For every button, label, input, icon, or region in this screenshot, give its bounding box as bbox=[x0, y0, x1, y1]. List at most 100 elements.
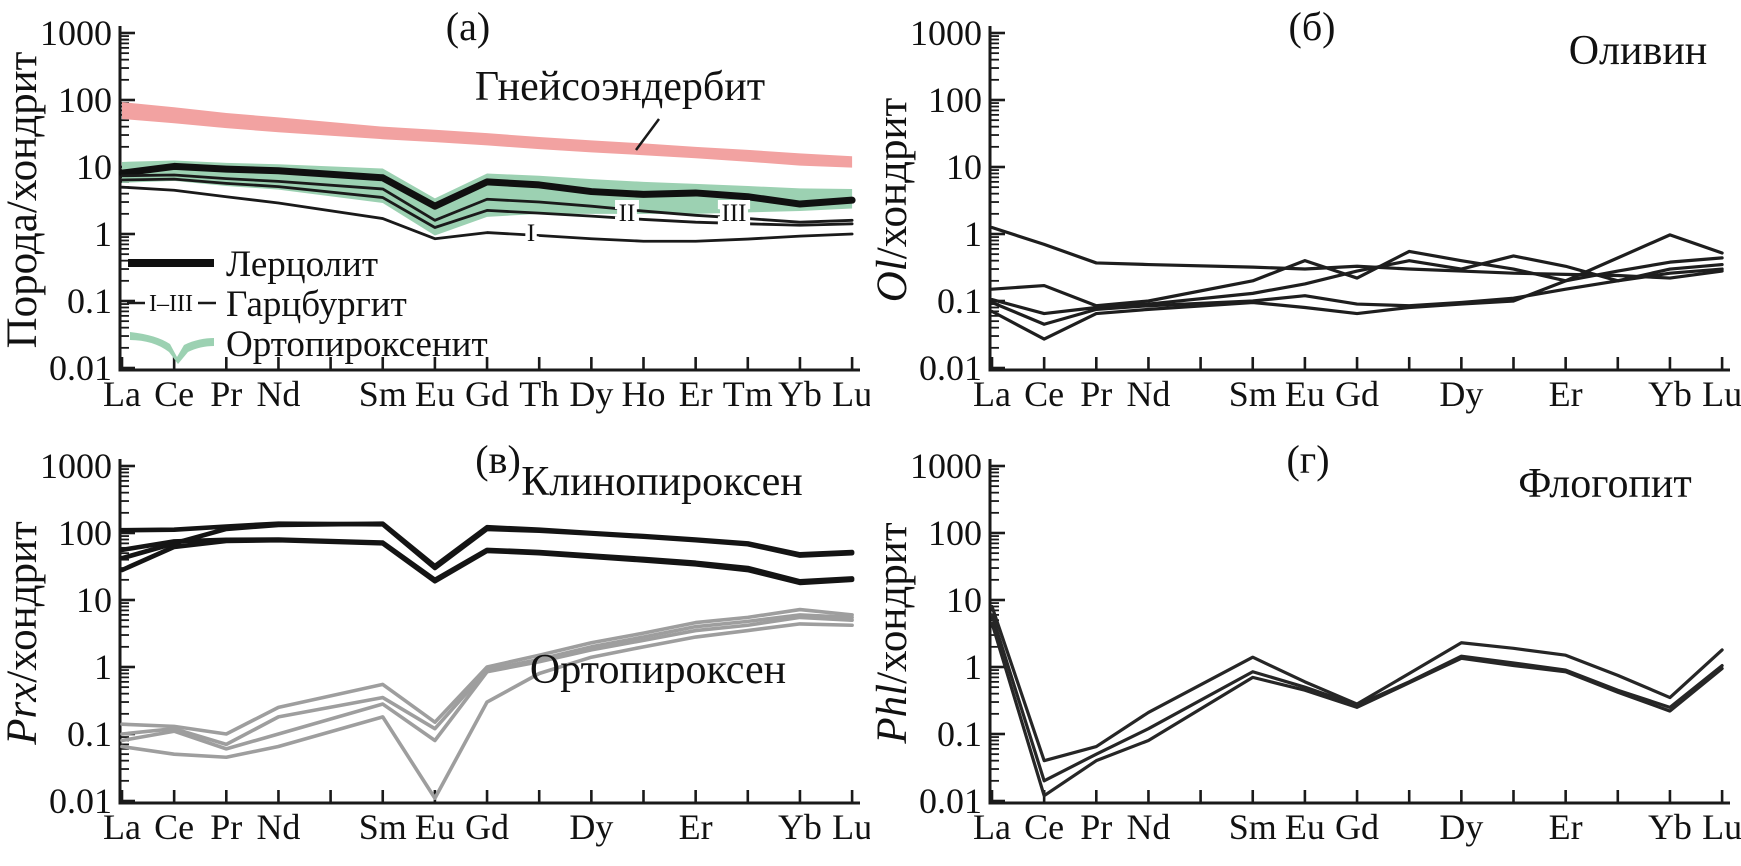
y-tick-label: 0.01 bbox=[919, 348, 982, 388]
series-line-1 bbox=[990, 613, 1724, 783]
y-tick-label: 1000 bbox=[40, 13, 112, 53]
y-axis-title: Порода/хондрит bbox=[0, 51, 46, 348]
x-element-label: Pr bbox=[1080, 807, 1112, 847]
y-tick-label: 10 bbox=[76, 580, 112, 620]
harzburgite-line-label: I bbox=[527, 220, 535, 247]
x-element-label: Gd bbox=[465, 374, 509, 414]
legend-swatch-roman-range: I–III bbox=[149, 291, 193, 317]
y-tick-label: 1000 bbox=[910, 446, 982, 486]
x-element-label: Nd bbox=[1126, 374, 1170, 414]
y-tick-label: 10 bbox=[946, 147, 982, 187]
x-element-label: Dy bbox=[1439, 374, 1483, 414]
y-tick-label: 0.1 bbox=[67, 281, 112, 321]
x-element-label: Nd bbox=[256, 374, 300, 414]
series-line-3 bbox=[119, 537, 855, 586]
y-tick-label: 0.01 bbox=[49, 348, 112, 388]
series-line-4 bbox=[990, 233, 1724, 341]
panel-letter: (б) bbox=[1289, 4, 1336, 49]
x-element-label: Gd bbox=[465, 807, 509, 847]
x-element-label: Lu bbox=[1702, 374, 1741, 414]
x-element-label: La bbox=[973, 807, 1011, 847]
y-tick-label: 0.01 bbox=[919, 781, 982, 821]
y-tick-label: 0.1 bbox=[67, 714, 112, 754]
y-axis-title: Prx/хондрит bbox=[0, 521, 46, 746]
series-line-5 bbox=[120, 613, 854, 747]
y-tick-label: 100 bbox=[58, 513, 112, 553]
panel-v: 1000 100 10 1 0.1 0.01 La Ce Pr Nd Sm Eu Gd Dy Er Yb Lu P… bbox=[0, 433, 870, 866]
y-tick-label: 0.01 bbox=[49, 781, 112, 821]
y-tick-label: 0.1 bbox=[937, 281, 982, 321]
x-element-label: Er bbox=[1549, 374, 1583, 414]
band-label-leader-line bbox=[634, 118, 661, 151]
x-element-label: Th bbox=[519, 374, 559, 414]
legend-item-label: Ортопироксенит bbox=[226, 324, 488, 365]
series-line-1 bbox=[119, 521, 855, 569]
y-tick-label: 1000 bbox=[910, 13, 982, 53]
panel-letter: (в) bbox=[475, 437, 521, 482]
x-element-label: Yb bbox=[778, 807, 822, 847]
x-element-label: Dy bbox=[569, 374, 613, 414]
y-tick-label: 1 bbox=[94, 214, 112, 254]
series-line-0 bbox=[990, 604, 1724, 763]
x-element-label: Eu bbox=[1285, 374, 1325, 414]
series-line-1 bbox=[120, 173, 854, 224]
y-tick-label: 100 bbox=[928, 80, 982, 120]
x-element-label: Lu bbox=[1702, 807, 1741, 847]
x-element-label: Ce bbox=[1024, 807, 1064, 847]
series-line-0 bbox=[118, 162, 856, 210]
x-element-label: Ce bbox=[154, 374, 194, 414]
x-element-label: La bbox=[973, 374, 1011, 414]
series-line-3 bbox=[990, 267, 1724, 326]
mineral-title: Оливин bbox=[1569, 28, 1708, 74]
mineral-title: Клинопироксен bbox=[521, 459, 803, 505]
x-element-label: La bbox=[103, 374, 141, 414]
legend-item-label: Гарцбургит bbox=[226, 284, 407, 325]
series-line-4 bbox=[120, 607, 854, 736]
x-element-label: Eu bbox=[415, 374, 455, 414]
x-element-label: Sm bbox=[359, 374, 407, 414]
legend-item-label: Лерцолит bbox=[226, 244, 378, 285]
x-element-label: Sm bbox=[1229, 374, 1277, 414]
y-tick-label: 100 bbox=[58, 80, 112, 120]
legend-swatch-green-band bbox=[130, 332, 214, 364]
y-tick-label: 0.1 bbox=[937, 714, 982, 754]
y-tick-label: 1 bbox=[94, 647, 112, 687]
panel-letter: (а) bbox=[446, 4, 490, 49]
series-line-3 bbox=[120, 185, 854, 243]
panel-b: 1000 100 10 1 0.1 0.01 La Ce Pr Nd Sm Eu Gd Dy Er Yb Lu O… bbox=[870, 0, 1741, 433]
series-line-2 bbox=[120, 177, 854, 229]
x-element-label: Ce bbox=[1024, 374, 1064, 414]
x-element-label: Ce bbox=[154, 807, 194, 847]
x-element-label: La bbox=[103, 807, 141, 847]
x-element-label: Dy bbox=[1439, 807, 1483, 847]
x-element-label: Pr bbox=[1080, 374, 1112, 414]
band-label: Гнейсоэндербит bbox=[475, 64, 765, 110]
x-element-label: Sm bbox=[1229, 807, 1277, 847]
x-element-label: Sm bbox=[359, 807, 407, 847]
x-element-label: Yb bbox=[778, 374, 822, 414]
y-axis-title: Phl/хондрит bbox=[870, 522, 916, 744]
x-element-label: Eu bbox=[415, 807, 455, 847]
x-element-label: Lu bbox=[832, 807, 870, 847]
series-line-7 bbox=[120, 622, 854, 801]
panel-a: 1000 100 10 1 0.1 0.01 La Ce Pr Nd Sm Eu Gd Th Dy Ho Er T… bbox=[0, 0, 870, 433]
x-element-label: Pr bbox=[210, 374, 242, 414]
harzburgite-line-label: II bbox=[619, 200, 636, 227]
mineral-title: Ортопироксен bbox=[530, 647, 786, 693]
x-element-label: Ho bbox=[622, 374, 666, 414]
panel-letter: (г) bbox=[1286, 437, 1329, 482]
band-gneiss-enderbite bbox=[122, 102, 853, 168]
y-tick-label: 100 bbox=[928, 513, 982, 553]
x-element-label: Nd bbox=[1126, 807, 1170, 847]
series-line-0 bbox=[990, 225, 1724, 280]
y-tick-label: 1000 bbox=[40, 446, 112, 486]
y-tick-label: 1 bbox=[964, 647, 982, 687]
y-tick-label: 10 bbox=[76, 147, 112, 187]
x-element-label: Lu bbox=[832, 374, 870, 414]
y-tick-label: 1 bbox=[964, 214, 982, 254]
y-tick-label: 10 bbox=[946, 580, 982, 620]
series-line-2 bbox=[990, 621, 1724, 798]
